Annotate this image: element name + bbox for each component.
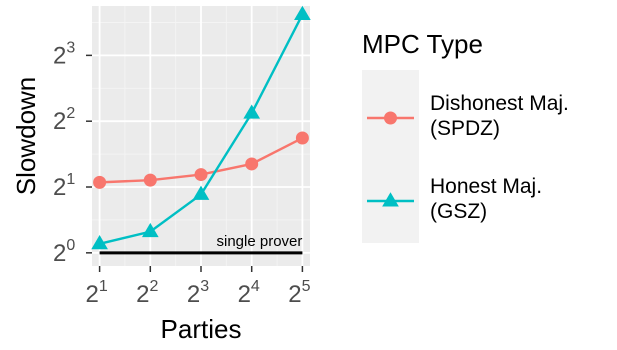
series-1 — [93, 131, 309, 189]
legend-item-1: Dishonest Maj.(SPDZ) — [367, 92, 569, 140]
legend-label-line: Honest Maj. — [430, 175, 542, 198]
y-tick-exponent: 1 — [66, 171, 75, 188]
legend-label-line: (SPDZ) — [430, 117, 500, 140]
series-group — [91, 5, 311, 250]
legend-key-background — [362, 70, 419, 243]
x-tick-label: 24 — [238, 278, 260, 308]
data-point — [143, 173, 157, 187]
single-prover-label: single prover — [217, 233, 303, 250]
x-tick-exponent: 5 — [302, 278, 311, 295]
x-tick-label: 22 — [136, 278, 158, 308]
legend: MPC Type Dishonest Maj.(SPDZ) Honest Maj.… — [362, 29, 569, 243]
data-point — [245, 157, 259, 171]
legend-label-line: Dishonest Maj. — [430, 92, 569, 115]
data-point — [141, 222, 159, 238]
y-tick-label: 22 — [53, 105, 75, 135]
data-point — [194, 168, 208, 182]
data-point — [294, 5, 311, 20]
x-tick-exponent: 3 — [200, 278, 209, 295]
y-axis-label: Slowdown — [11, 77, 41, 196]
x-tick-label: 21 — [85, 278, 107, 308]
data-point — [91, 235, 108, 250]
y-tick-label: 21 — [53, 171, 75, 201]
x-axis-label: Parties — [161, 314, 242, 344]
data-point — [295, 131, 309, 145]
x-tick-label: 23 — [187, 278, 209, 308]
x-tick-exponent: 2 — [150, 278, 159, 295]
y-tick-label: 20 — [53, 237, 75, 267]
data-point — [93, 175, 107, 189]
y-tick-exponent: 0 — [66, 237, 75, 254]
reference-line-group: single prover — [99, 233, 303, 255]
x-tick-exponent: 1 — [99, 278, 108, 295]
legend-label-line: (GSZ) — [430, 200, 487, 223]
data-point — [192, 185, 210, 200]
legend-title: MPC Type — [362, 29, 483, 59]
series-2 — [91, 5, 311, 250]
legend-key-marker — [384, 111, 397, 125]
x-tick-exponent: 4 — [251, 278, 260, 295]
y-tick-exponent: 2 — [66, 105, 75, 122]
y-tick-exponent: 3 — [66, 39, 75, 56]
legend-item-2: Honest Maj.(GSZ) — [367, 175, 542, 223]
data-point — [243, 104, 261, 119]
x-tick-label: 25 — [288, 278, 310, 308]
legend-key-marker — [382, 192, 399, 207]
y-tick-label: 23 — [53, 39, 75, 69]
gridlines — [92, 6, 310, 266]
